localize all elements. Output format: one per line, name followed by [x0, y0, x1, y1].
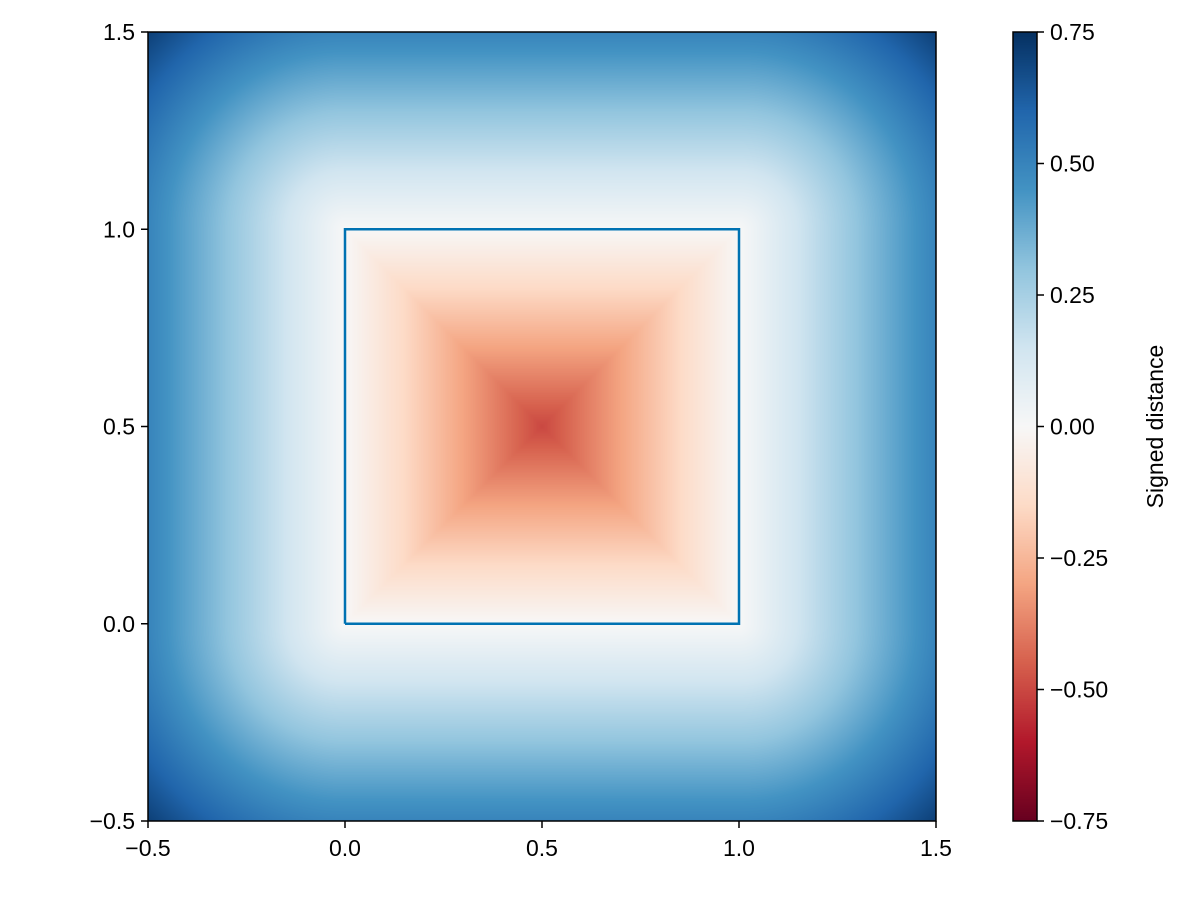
x-tick-label: 0.5 [526, 835, 558, 861]
x-tick-label: 0.0 [329, 835, 361, 861]
x-tick-label: 1.0 [723, 835, 755, 861]
y-tick-label: 1.0 [103, 216, 135, 242]
colorbar-gradient [1013, 32, 1037, 821]
colorbar-tick-label: 0.25 [1050, 282, 1095, 308]
colorbar-tick-label: 0.75 [1050, 19, 1095, 45]
y-tick-label: −0.5 [90, 808, 135, 834]
x-tick-label: −0.5 [125, 835, 170, 861]
square-outline [343, 228, 741, 625]
y-tick-label: 0.0 [103, 611, 135, 637]
y-tick-label: 0.5 [103, 414, 135, 440]
colorbar-label: Signed distance [1142, 345, 1168, 509]
colorbar-tick-label: 0.00 [1050, 414, 1095, 440]
colorbar-tick-label: −0.50 [1050, 677, 1108, 703]
signed-distance-heatmap [148, 32, 936, 821]
x-tick-label: 1.5 [920, 835, 952, 861]
colorbar-tick-label: −0.75 [1050, 808, 1108, 834]
y-tick-label: 1.5 [103, 19, 135, 45]
plot-frame [147, 31, 937, 822]
colorbar-tick-label: 0.50 [1050, 151, 1095, 177]
colorbar-tick-label: −0.25 [1050, 545, 1108, 571]
colorbar-frame [1012, 31, 1038, 822]
